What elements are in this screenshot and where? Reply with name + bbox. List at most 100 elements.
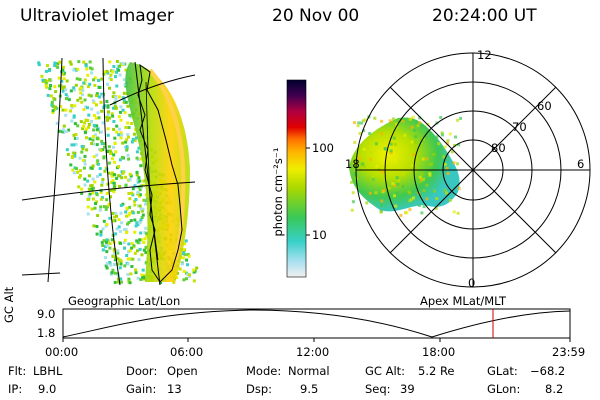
geo-pixel	[86, 119, 90, 122]
geo-pixel	[125, 148, 129, 152]
polar-pixel	[440, 131, 444, 135]
geo-pixel	[130, 191, 134, 195]
geo-pixel	[140, 238, 144, 242]
time-label: 20:24:00 UT	[432, 6, 537, 26]
geo-pixel	[65, 79, 69, 83]
polar-pixel	[443, 188, 447, 192]
geo-pixel	[147, 229, 151, 233]
geo-pixel	[130, 140, 134, 144]
param-seq-value: 39	[400, 382, 415, 396]
geo-pixel	[103, 169, 107, 173]
geo-pixel	[177, 256, 181, 260]
geo-pixel	[124, 140, 128, 144]
geo-pixel	[155, 185, 159, 189]
geo-pixel	[112, 190, 116, 194]
geo-pixel	[87, 174, 91, 178]
geo-pixel	[151, 260, 155, 264]
geo-pixel	[124, 175, 128, 179]
geo-pixel	[150, 208, 153, 211]
polar-pixel	[391, 182, 395, 186]
geo-pixel	[74, 68, 78, 72]
geo-pixel	[95, 191, 98, 195]
geo-pixel	[99, 205, 103, 209]
geo-pixel	[86, 198, 90, 201]
polar-pixel	[392, 136, 396, 140]
geo-pixel	[108, 86, 111, 90]
geo-pixel	[149, 258, 152, 261]
xtick-0: 00:00	[45, 345, 79, 359]
geo-pixel	[131, 137, 135, 141]
param-gain-name: Gain:	[126, 382, 157, 396]
geo-pixel	[90, 67, 94, 71]
geo-pixel	[180, 262, 184, 266]
polar-pixel	[394, 142, 397, 146]
geo-pixel	[89, 94, 93, 98]
geo-pixel	[87, 197, 91, 201]
geo-pixel	[67, 98, 71, 102]
polar-pixel	[445, 166, 449, 170]
polar-pixel	[400, 173, 404, 176]
polar-pixel	[397, 179, 401, 183]
geo-pixel	[69, 109, 73, 113]
geo-pixel	[187, 254, 191, 258]
geo-pixel	[159, 217, 163, 221]
geo-pixel	[149, 225, 153, 229]
geo-pixel	[166, 223, 170, 227]
geo-pixel	[172, 269, 176, 273]
geo-pixel	[130, 100, 134, 104]
geo-pixel	[140, 209, 144, 213]
geo-pixel	[111, 254, 115, 258]
polar-pixel	[407, 190, 411, 194]
geo-pixel	[110, 112, 114, 116]
geo-pixel	[89, 66, 92, 70]
geo-pixel	[179, 256, 183, 260]
geo-pixel	[139, 136, 143, 140]
geo-pixel	[148, 224, 152, 228]
polar-pixel	[361, 119, 365, 123]
polar-pixel	[368, 191, 372, 195]
polar-pixel	[357, 121, 361, 125]
geo-pixel	[176, 219, 180, 223]
polar-pixel	[369, 157, 373, 161]
geo-pixel	[128, 249, 132, 253]
geo-pixel	[79, 86, 83, 90]
xtick-1: 06:00	[170, 345, 204, 359]
geo-pixel	[121, 202, 125, 206]
instrument-title: Ultraviolet Imager	[20, 6, 174, 26]
polar-pixel	[388, 119, 392, 123]
geo-pixel	[151, 215, 155, 219]
geo-pixel	[152, 227, 156, 231]
geo-pixel	[114, 150, 118, 154]
geo-pixel	[113, 252, 117, 256]
geo-pixel	[131, 210, 135, 214]
polar-pixel	[420, 178, 423, 181]
geo-pixel	[178, 221, 182, 225]
geo-pixel	[152, 247, 156, 251]
geo-pixel	[132, 111, 136, 115]
geo-pixel	[95, 161, 99, 165]
geo-pixel	[127, 213, 131, 217]
geo-pixel	[137, 176, 141, 180]
geo-pixel	[104, 207, 108, 211]
geo-pixel	[108, 60, 112, 64]
geo-pixel	[144, 199, 148, 203]
geo-pixel	[99, 189, 103, 193]
geo-pixel	[186, 273, 190, 277]
polar-pixel	[408, 199, 412, 203]
geo-pixel	[86, 73, 90, 77]
polar-caption: Apex MLat/MLT	[420, 294, 507, 308]
geo-pixel	[108, 242, 112, 246]
geo-pixel	[61, 128, 65, 132]
mlt-label-0: 0	[468, 276, 476, 290]
geo-pixel	[100, 142, 104, 145]
polar-pixel	[446, 172, 450, 175]
polar-pixel	[414, 140, 417, 144]
geo-pixel	[120, 170, 124, 174]
geo-pixel	[166, 212, 170, 216]
geo-pixel	[171, 252, 175, 256]
polar-pixel	[417, 191, 421, 195]
geo-pixel	[116, 251, 120, 255]
geo-pixel	[109, 195, 112, 199]
geo-pixel	[82, 108, 86, 112]
geo-pixel	[99, 197, 103, 201]
